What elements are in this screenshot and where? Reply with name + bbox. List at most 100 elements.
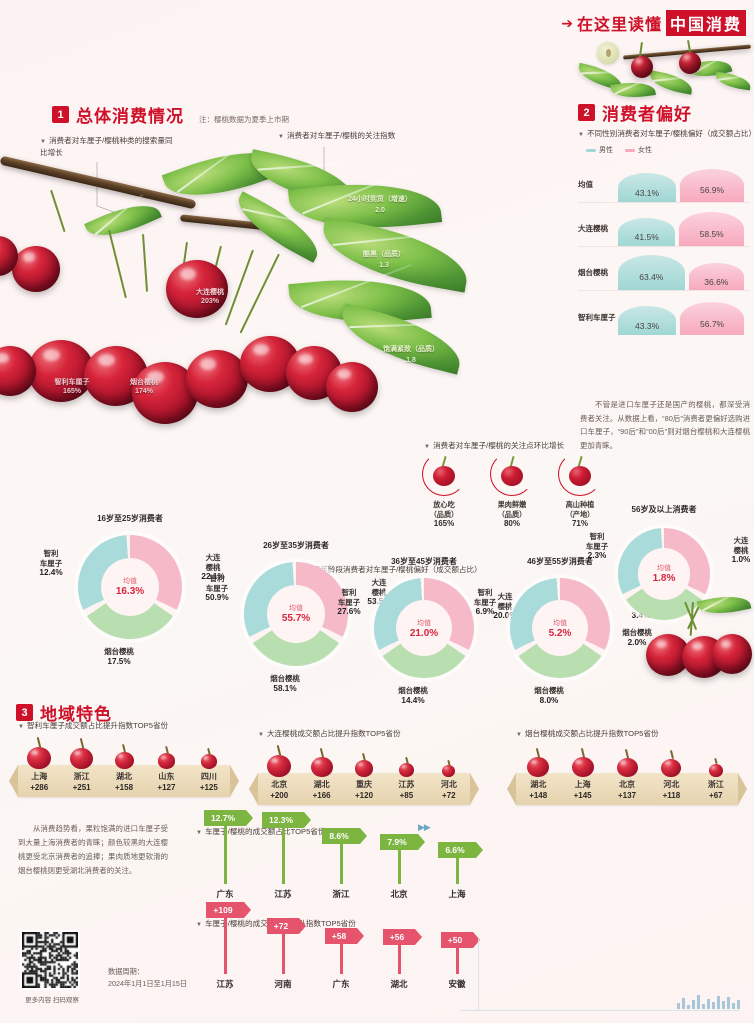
decor-bar xyxy=(717,996,720,1009)
cherry-icon xyxy=(616,757,638,777)
banner-cherry-wrap xyxy=(145,747,187,769)
cherry-icon xyxy=(355,760,374,777)
flag-province: 北京 xyxy=(390,889,408,899)
province-value: +286 xyxy=(30,782,49,792)
province-value: +67 xyxy=(709,790,723,800)
donut-center-label: 均值 xyxy=(656,565,671,573)
flag-province: 河南 xyxy=(274,979,292,989)
province-value: +125 xyxy=(199,782,218,792)
triangle-icon: ▼ xyxy=(516,732,522,738)
flag-value: 12.3% xyxy=(261,812,312,828)
banner-cherries xyxy=(18,746,230,769)
donut-callout: 智利 车厘子 50.9% xyxy=(205,574,229,603)
flag-value: +56 xyxy=(382,929,423,945)
label-firm-value: 1.8 xyxy=(406,356,416,364)
banner-cherry-wrap xyxy=(560,756,604,777)
attention-growth-item: 高山种植 （产地） 71% xyxy=(556,452,604,528)
flag-column: 7.9% 北京 xyxy=(370,834,428,900)
donut-center-value: 21.0% xyxy=(409,627,439,639)
flag-column: +56 湖北 xyxy=(370,929,428,990)
cherry-icon xyxy=(200,754,217,769)
age-donut: 均值 1.8% 56岁及以上消费者 大连 樱桃 1.0% 烟台樱桃 2.0% 智利 车厘子 2.3% xyxy=(586,505,750,647)
triangle-icon: ▼ xyxy=(196,922,202,928)
label-chile-value: 165% xyxy=(63,388,81,396)
cherry-icon xyxy=(527,756,550,777)
legend-male: 男性 xyxy=(586,145,613,155)
donut-center-label: 均值 xyxy=(122,578,137,586)
decor-bar xyxy=(697,995,700,1009)
flag-value: +72 xyxy=(266,918,307,934)
subhead-attention-growth-label: 消费者对车厘子/樱桃的关注点环比增长 xyxy=(432,441,565,450)
cherry-icon xyxy=(70,747,94,769)
qr-code[interactable] xyxy=(20,930,80,990)
banner-cherry-wrap xyxy=(385,755,427,777)
attention-growth-group: 放心吃 （品质） 165% 果肉鲜嫩 （品质） 80% 高山种植 （产地） 71% xyxy=(420,452,604,528)
flag-pole xyxy=(281,828,285,884)
flag-column: +72 河南 xyxy=(254,918,312,990)
banner-cell: 江苏 +85 xyxy=(385,779,427,800)
banner-subhead-label: 大连樱桃成交额占比提升指数TOP5省份 xyxy=(266,729,401,738)
decor-bar xyxy=(712,1002,715,1009)
banner-cherry-wrap xyxy=(516,756,560,777)
gender-row: 均值 43.1% 56.9% xyxy=(578,159,750,203)
donut-center: 均值 16.3% xyxy=(100,557,160,617)
label-chile-name: 智利车厘子 xyxy=(54,379,90,386)
decor-bars xyxy=(677,987,740,1009)
flag-pole xyxy=(223,826,227,884)
label-dalian-search: 大连樱桃 203% xyxy=(176,288,244,307)
banner-cell: 河北 +72 xyxy=(428,779,470,800)
section-2-title: 消费者偏好 xyxy=(602,105,692,124)
section-1-title: 总体消费情况 xyxy=(76,107,184,126)
label-chile-search: 智利车厘子 165% xyxy=(36,378,108,397)
decor-bar xyxy=(727,997,730,1009)
flag-column: 12.7% 广东 xyxy=(196,810,254,900)
triangle-icon: ▼ xyxy=(258,732,264,738)
triangle-icon: ▼ xyxy=(196,830,202,836)
data-period-value: 2024年1月1日至1月15日 xyxy=(108,978,188,988)
banner-cell: 浙江 +251 xyxy=(60,771,102,792)
donut-center: 均值 1.8% xyxy=(638,548,690,600)
masthead-botanical-art xyxy=(575,30,753,110)
data-period-label: 数据周期： xyxy=(108,967,144,976)
banner-cherry-wrap xyxy=(188,747,230,769)
attention-growth-item: 放心吃 （品质） 165% xyxy=(420,452,468,528)
banner-cherries xyxy=(516,756,738,777)
gender-row-label: 智利车厘子 xyxy=(578,313,616,322)
flag-province: 湖北 xyxy=(390,979,408,989)
section-3-title: 地域特色 xyxy=(40,705,112,724)
decor-bar xyxy=(692,1000,695,1009)
female-dome: 56.7% xyxy=(680,302,744,335)
cherry-icon xyxy=(310,756,333,777)
donut-callout: 烟台樱桃 8.0% xyxy=(534,686,564,705)
masthead-text-1: 在这里读懂 xyxy=(576,17,662,34)
section-3-left-copy: 从消费趋势看，果粒饱满的进口车厘子受到大量上海消费者的青睐；颜色较黑的大连樱桃更… xyxy=(18,824,168,876)
province-value: +251 xyxy=(72,782,91,792)
age-donut: 均值 21.0% 36岁至45岁消费者 大连 樱桃 20.0% 烟台樱桃 14.4% 智利 车厘子… xyxy=(337,557,516,705)
subhead-gender-pref: ▼ 不同性别消费者对车厘子/樱桃偏好（成交额占比） xyxy=(578,128,754,139)
decor-bar xyxy=(722,1001,725,1009)
gender-legend: 男性 女性 xyxy=(586,145,750,155)
subhead-attention-index: ▼ 消费者对车厘子/樱桃的关注指数 xyxy=(278,130,395,141)
forward-arrows-icon: ▶▶ xyxy=(418,822,431,832)
cherry-icon xyxy=(267,754,292,777)
label-yantai-name: 烟台樱桃 xyxy=(130,379,158,386)
donut-callout: 大连 樱桃 53.5% xyxy=(367,578,391,607)
cherry-icon xyxy=(157,753,175,769)
decor-bar xyxy=(682,998,685,1009)
section-2-body-copy: 不管是进口车厘子还是国产的樱桃，都深受消费者关注。从数据上看，“80后”消费者更… xyxy=(580,400,750,451)
legend-female: 女性 xyxy=(625,145,652,155)
donut-ring: 均值 5.2% xyxy=(510,578,610,678)
flag-pole xyxy=(455,948,459,974)
section-1-number: 1 xyxy=(52,106,69,123)
banner-cell: 湖北 +158 xyxy=(103,771,145,792)
banner-cell: 河北 +118 xyxy=(649,779,693,800)
province-value: +158 xyxy=(115,782,134,792)
province-value: +166 xyxy=(312,790,331,800)
leader-line-search xyxy=(96,162,127,218)
gender-row-label: 大连樱桃 xyxy=(578,224,608,233)
attention-growth-name: 果肉鲜嫩 （品质） xyxy=(497,500,527,519)
cherry-ring-icon xyxy=(422,452,466,496)
flag-pole xyxy=(281,934,285,974)
red-flag-row: +109 江苏 +72 河南 +58 广东 +56 湖北 +50 安徽 xyxy=(196,902,486,990)
